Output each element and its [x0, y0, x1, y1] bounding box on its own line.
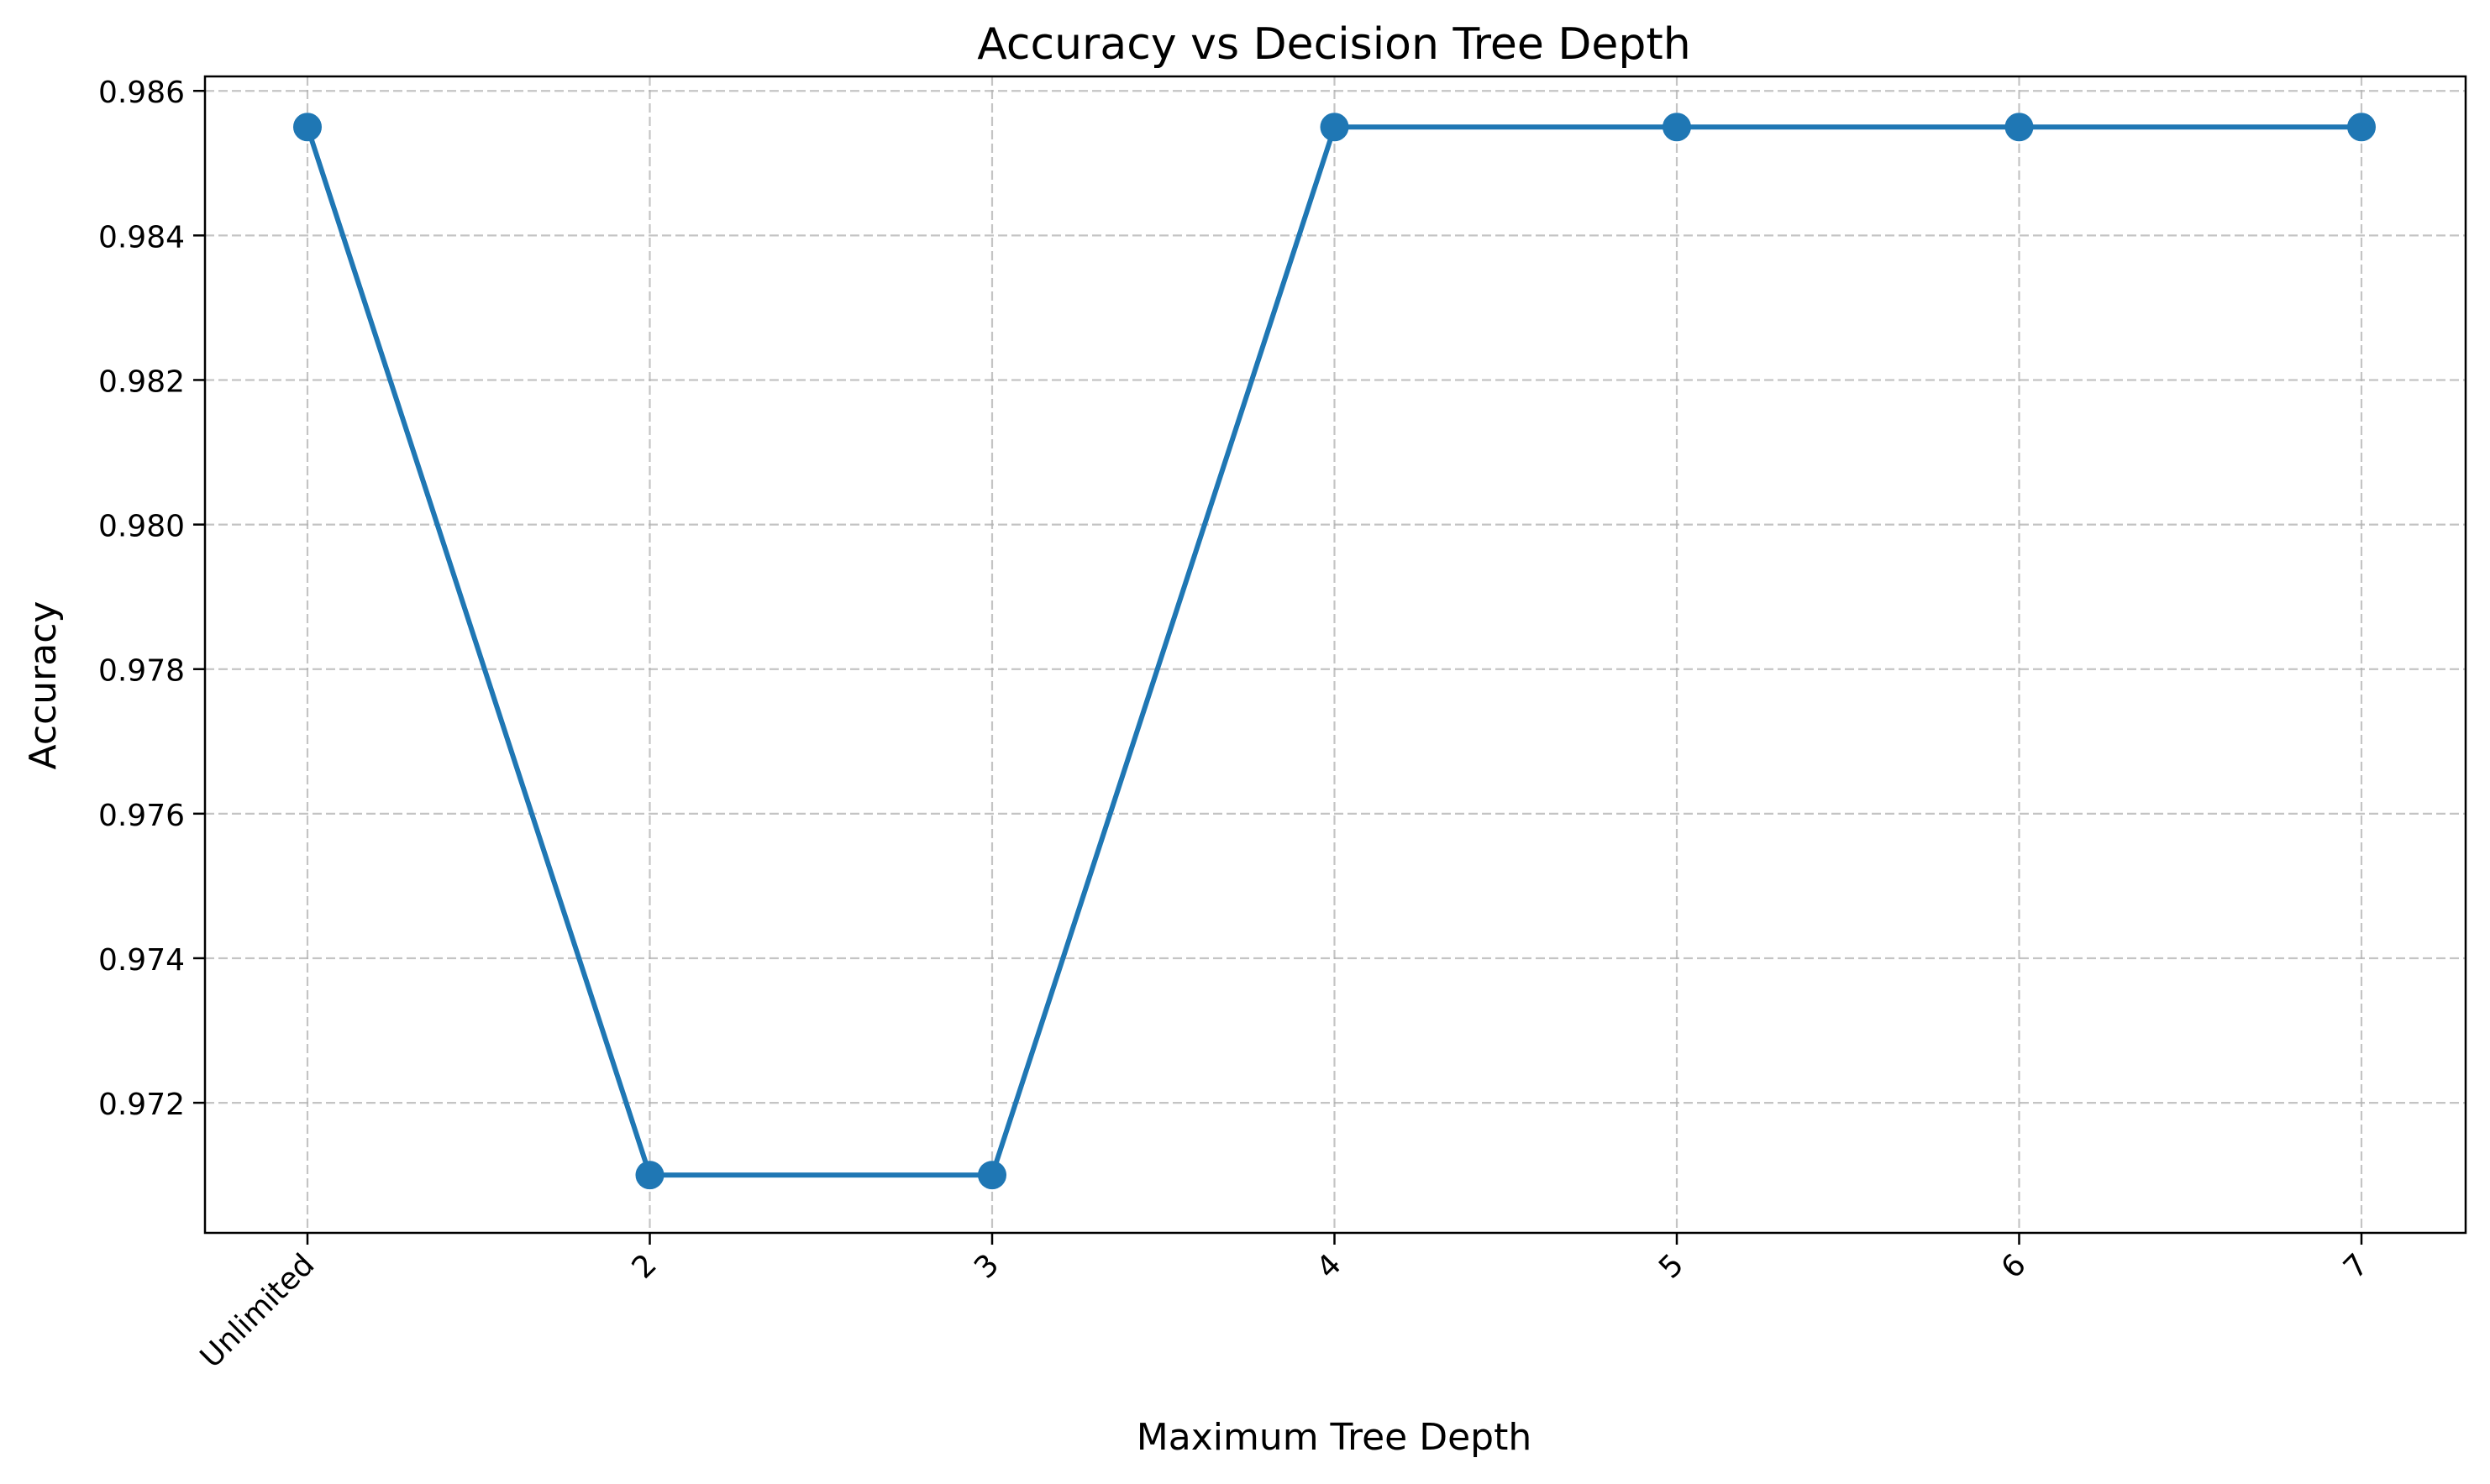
- chart-title: Accuracy vs Decision Tree Depth: [977, 19, 1691, 70]
- y-axis-label: Accuracy: [22, 601, 65, 770]
- y-axis-ticks: 0.972 0.974 0.976 0.978 0.980 0.982 0.984 0.986: [98, 76, 205, 1122]
- data-point-marker: [1663, 113, 1691, 142]
- data-point-marker: [2004, 113, 2034, 142]
- data-point-marker: [635, 1161, 665, 1190]
- data-point-marker: [293, 113, 322, 142]
- x-axis-label: Maximum Tree Depth: [1137, 1416, 1531, 1459]
- y-tick-label: 0.986: [98, 76, 185, 110]
- data-point-marker: [978, 1161, 1006, 1190]
- data-points: [293, 113, 2376, 1190]
- y-tick-label: 0.976: [98, 799, 185, 833]
- y-tick-label: 0.984: [98, 220, 185, 254]
- y-tick-label: 0.982: [98, 364, 185, 399]
- data-point-marker: [1320, 113, 1349, 142]
- y-tick-label: 0.980: [98, 510, 185, 544]
- y-tick-label: 0.978: [98, 654, 185, 689]
- y-tick-label: 0.972: [98, 1088, 185, 1122]
- data-point-marker: [2347, 113, 2376, 142]
- grid-lines: [205, 76, 2466, 1233]
- y-tick-label: 0.974: [98, 943, 185, 978]
